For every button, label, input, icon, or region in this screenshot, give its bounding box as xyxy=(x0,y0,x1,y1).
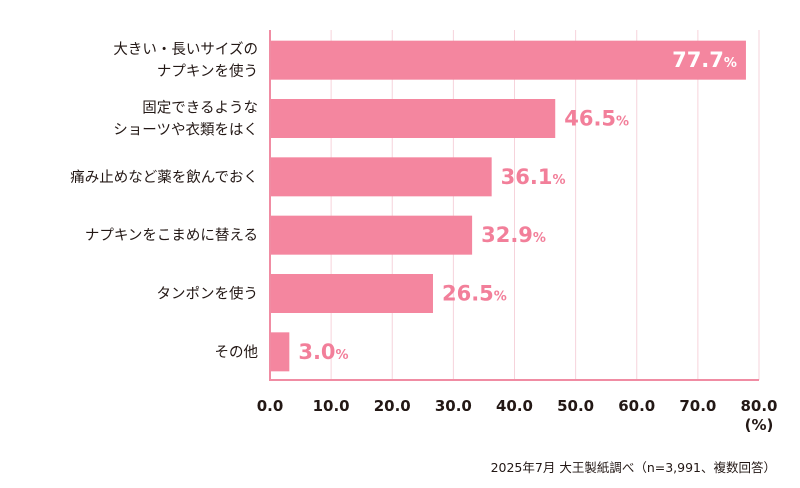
x-tick-label: 20.0 xyxy=(374,397,411,415)
bar xyxy=(271,40,746,80)
x-tick-labels: 0.0 10.0 20.0 30.0 40.0 50.0 60.0 70.0 80.0 xyxy=(257,397,778,415)
x-tick-label: 40.0 xyxy=(496,397,533,415)
x-tick-label: 80.0 xyxy=(740,397,777,415)
data-label: 46.5% xyxy=(564,107,629,131)
x-tick-label: 70.0 xyxy=(679,397,716,415)
bar xyxy=(271,332,290,372)
data-label: 32.9% xyxy=(481,223,546,247)
category-label: ショーツや衣類をはく xyxy=(113,122,258,139)
data-label: 36.1% xyxy=(501,165,566,189)
bar xyxy=(271,215,473,255)
x-tick-label: 10.0 xyxy=(313,397,350,415)
category-label: その他 xyxy=(215,344,259,361)
source-footnote: 2025年7月 大王製紙調べ（n=3,991、複数回答） xyxy=(490,460,776,475)
bar xyxy=(271,99,556,138)
bar xyxy=(271,157,492,197)
x-tick-label: 0.0 xyxy=(257,397,284,415)
category-label: 痛み止めなど薬を飲んでおく xyxy=(70,169,258,186)
category-label: ナプキンを使う xyxy=(157,63,258,80)
category-label: 大きい・長いサイズの xyxy=(113,41,258,58)
x-tick-label: 50.0 xyxy=(557,397,594,415)
x-tick-label: 30.0 xyxy=(435,397,472,415)
x-tick-label: 60.0 xyxy=(618,397,655,415)
category-label: ナプキンをこまめに替える xyxy=(85,227,258,244)
bars: 77.7% 46.5% 36.1% 32.9% 26.5% 3.0% xyxy=(271,40,746,372)
gridlines xyxy=(269,30,760,381)
category-label: 固定できるような xyxy=(142,100,258,117)
data-label: 3.0% xyxy=(298,340,348,364)
data-label: 77.7% xyxy=(672,48,737,72)
x-axis-unit: (%) xyxy=(745,416,774,434)
category-label: タンポンを使う xyxy=(157,286,259,303)
data-label: 26.5% xyxy=(442,282,507,306)
category-labels: 大きい・長いサイズのナプキンを使う固定できるようなショーツや衣類をはく痛み止めな… xyxy=(70,41,258,361)
bar xyxy=(271,274,433,313)
